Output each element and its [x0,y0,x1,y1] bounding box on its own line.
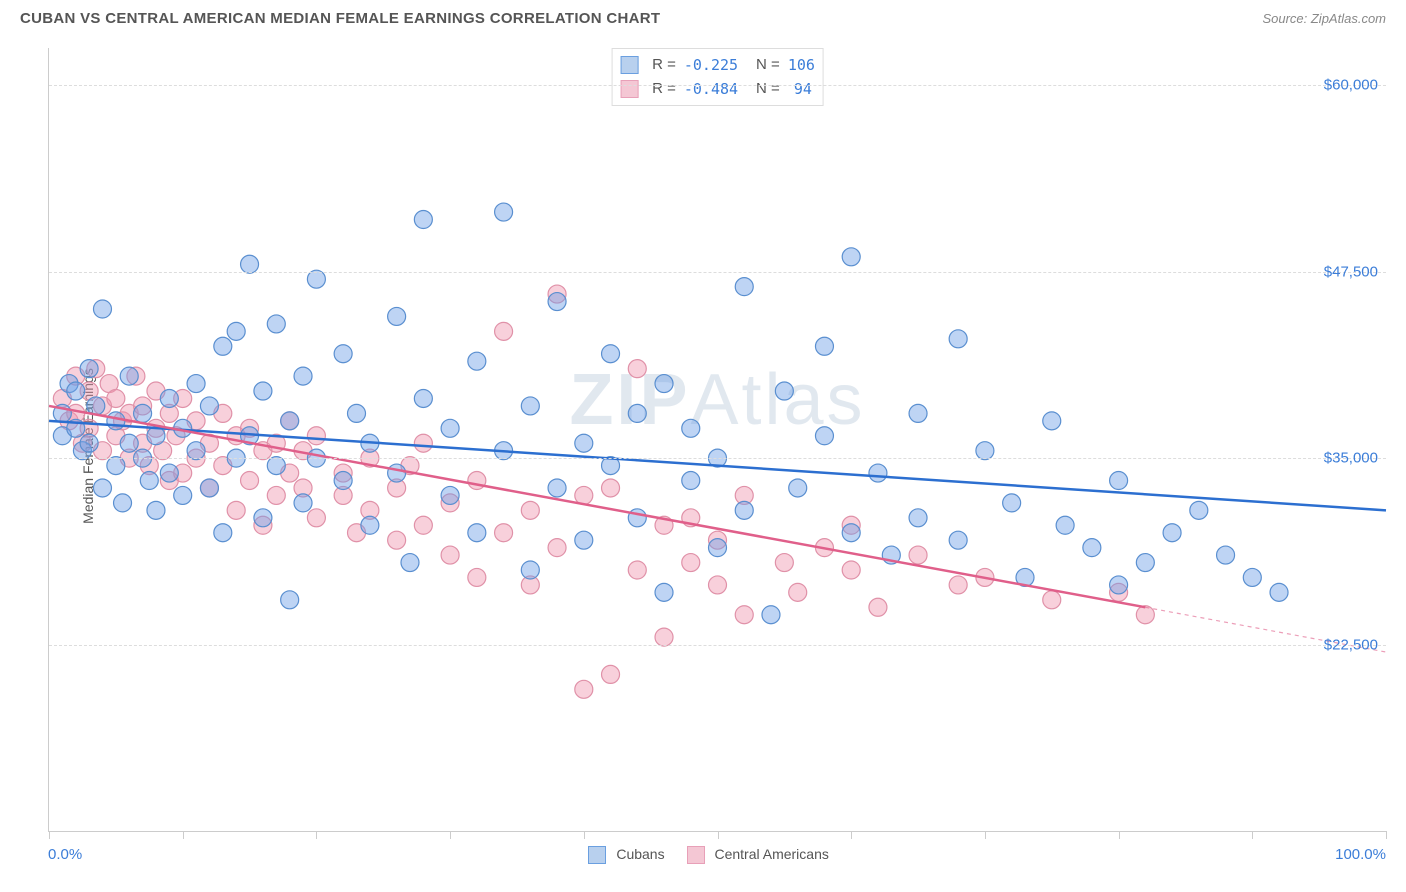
bottom-legend: Cubans Central Americans [588,846,828,864]
stat-r-label2: R = [652,77,676,101]
stat-n-cubans: 106 [788,53,815,77]
stat-r-label: R = [652,53,676,77]
chart-plot-area: ZIPAtlas R = -0.225 N = 106 R = -0.484 N… [48,48,1386,832]
legend-swatch-central [687,846,705,864]
stat-n-central: 94 [788,77,812,101]
legend-swatch-cubans [588,846,606,864]
stat-r-central: -0.484 [684,77,738,101]
swatch-central [620,80,638,98]
x-max-label: 100.0% [1335,846,1386,863]
x-min-label: 0.0% [48,846,82,863]
stat-n-label: N = [756,53,780,77]
y-tick-label: $47,500 [1324,263,1378,280]
stats-legend-box: R = -0.225 N = 106 R = -0.484 N = 94 [611,48,824,106]
legend-label-central: Central Americans [714,846,828,862]
source-label: Source: ZipAtlas.com [1262,11,1386,26]
x-axis-footer: 0.0% Cubans Central Americans 100.0% [48,846,1386,864]
stat-r-cubans: -0.225 [684,53,738,77]
y-tick-label: $60,000 [1324,77,1378,94]
stats-row-cubans: R = -0.225 N = 106 [620,53,815,77]
stats-row-central: R = -0.484 N = 94 [620,77,815,101]
legend-label-cubans: Cubans [616,846,664,862]
legend-item-central: Central Americans [687,846,829,864]
stat-n-label2: N = [756,77,780,101]
legend-item-cubans: Cubans [588,846,664,864]
chart-title: CUBAN VS CENTRAL AMERICAN MEDIAN FEMALE … [20,10,660,27]
y-tick-label: $35,000 [1324,450,1378,467]
y-tick-label: $22,500 [1324,636,1378,653]
swatch-cubans [620,56,638,74]
scatter-plot-svg [49,48,1386,831]
